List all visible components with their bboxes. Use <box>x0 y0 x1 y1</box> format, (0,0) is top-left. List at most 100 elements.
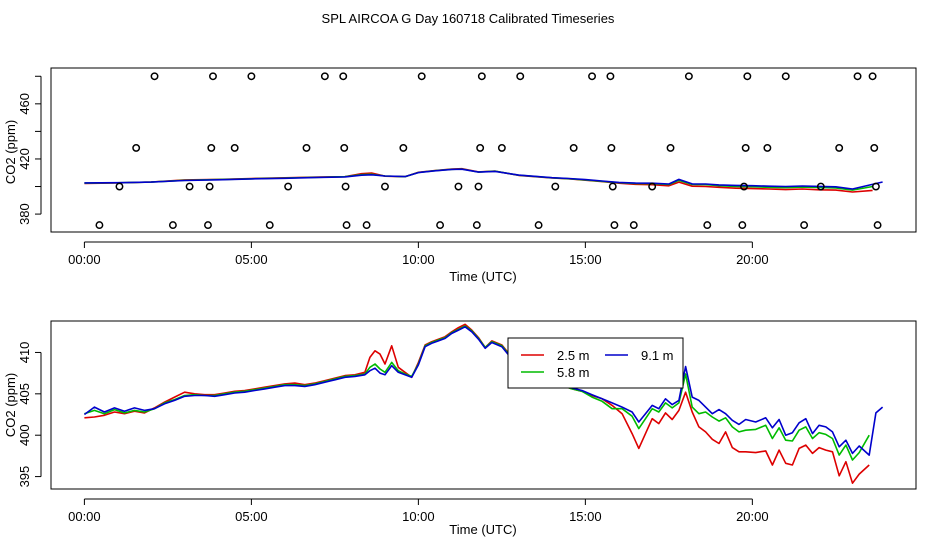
chart-title: SPL AIRCOA G Day 160718 Calibrated Times… <box>322 11 615 26</box>
calibration-point <box>185 182 194 191</box>
calibration-point <box>454 182 463 191</box>
calibration-point <box>870 143 879 152</box>
top-x-tick-label: 05:00 <box>235 252 268 267</box>
calibration-point <box>588 72 596 81</box>
bottom-y-tick-label: 405 <box>17 383 32 405</box>
calibration-point <box>95 221 104 230</box>
calibration-point <box>342 221 351 230</box>
bottom-y-ticks: 395 400 405 410 <box>17 342 42 488</box>
calibration-point <box>648 182 657 191</box>
calibration-point <box>230 143 239 152</box>
calibration-point <box>150 72 159 81</box>
calibration-point <box>781 72 790 81</box>
top-calibration-points <box>95 72 882 230</box>
bottom-y-axis-label: CO2 (ppm) <box>3 373 18 437</box>
calibration-point <box>381 182 389 191</box>
calibration-point <box>341 182 350 191</box>
bottom-y-tick-label: 395 <box>17 466 32 488</box>
calibration-point <box>741 143 750 152</box>
bottom-x-tick-label: 10:00 <box>402 509 435 524</box>
calibration-point <box>835 143 844 152</box>
bottom-series-5-8-m <box>84 325 870 461</box>
top-y-ticks: 380 420 460 <box>17 75 42 225</box>
legend-box <box>507 337 684 389</box>
calibration-point <box>551 182 560 191</box>
calibration-point <box>743 72 752 81</box>
calibration-point <box>610 221 619 230</box>
calibration-point <box>265 221 274 230</box>
calibration-point <box>204 221 212 230</box>
calibration-point <box>247 72 256 81</box>
bottom-panel: 00:00 05:00 10:00 15:00 20:00 395 400 405 410 T… <box>3 320 917 537</box>
legend-label-9-1m: 9.1 m <box>641 348 674 363</box>
calibration-point <box>497 143 506 152</box>
calibration-point <box>474 182 483 191</box>
calibration-point <box>873 221 882 230</box>
bottom-x-tick-label: 15:00 <box>569 509 602 524</box>
legend: 2.5 m 9.1 m 5.8 m <box>507 337 684 389</box>
calibration-point <box>868 72 877 81</box>
calibration-point <box>740 182 748 191</box>
calibration-point <box>339 72 348 81</box>
top-panel: 00:00 05:00 10:00 15:00 20:00 380 420 460 Time… <box>3 67 917 284</box>
calibration-point <box>853 72 862 81</box>
calibration-point <box>436 221 445 230</box>
calibration-point <box>284 182 293 191</box>
calibration-point <box>800 221 809 230</box>
top-y-tick-label: 420 <box>17 148 32 170</box>
bottom-y-tick-label: 410 <box>17 342 32 364</box>
calibration-point <box>569 143 578 152</box>
calibration-point <box>763 143 772 152</box>
top-x-ticks: 00:00 05:00 10:00 15:00 20:00 <box>68 241 769 267</box>
top-y-axis-label: CO2 (ppm) <box>3 120 18 184</box>
legend-label-2-5m: 2.5 m <box>557 348 590 363</box>
calibration-point <box>666 143 675 152</box>
bottom-series-2-5-m <box>84 323 870 485</box>
calibration-point <box>207 143 216 152</box>
calibration-point <box>340 143 349 152</box>
top-x-tick-label: 20:00 <box>736 252 769 267</box>
top-x-tick-label: 00:00 <box>68 252 101 267</box>
calibration-point <box>608 182 617 191</box>
calibration-point <box>629 221 638 230</box>
bottom-series-lines <box>83 323 884 485</box>
bottom-y-tick-label: 400 <box>17 424 32 446</box>
calibration-point <box>132 143 141 152</box>
bottom-x-tick-label: 00:00 <box>68 509 101 524</box>
bottom-series-9-1-m <box>83 325 884 456</box>
bottom-x-tick-label: 05:00 <box>235 509 268 524</box>
top-series-lines <box>84 167 883 193</box>
calibration-point <box>205 182 214 191</box>
bottom-plot-frame <box>50 320 917 490</box>
calibration-point <box>476 143 485 152</box>
calibration-point <box>606 72 615 81</box>
top-x-tick-label: 15:00 <box>569 252 602 267</box>
calibration-point <box>302 143 311 152</box>
calibration-point <box>320 72 329 81</box>
bottom-x-axis-label: Time (UTC) <box>449 522 516 537</box>
calibration-point <box>417 72 426 81</box>
calibration-point <box>607 143 616 152</box>
calibration-point <box>703 221 712 230</box>
calibration-point <box>684 72 693 81</box>
top-x-tick-label: 10:00 <box>402 252 435 267</box>
calibration-point <box>362 221 371 230</box>
top-plot-frame <box>50 67 917 233</box>
calibration-point <box>516 72 525 81</box>
bottom-x-tick-label: 20:00 <box>736 509 769 524</box>
legend-label-5-8m: 5.8 m <box>557 365 590 380</box>
calibration-point <box>816 182 825 191</box>
calibration-point <box>399 143 408 152</box>
calibration-point <box>534 221 543 230</box>
top-series-9-1-m <box>84 168 883 190</box>
calibration-point <box>115 182 124 191</box>
calibration-point <box>871 182 880 191</box>
calibration-point <box>738 221 747 230</box>
calibration-point <box>209 72 217 81</box>
top-y-tick-label: 460 <box>17 93 32 115</box>
calibration-point <box>472 221 481 230</box>
top-x-axis-label: Time (UTC) <box>449 269 516 284</box>
top-y-tick-label: 380 <box>17 203 32 225</box>
calibration-point <box>168 221 177 230</box>
